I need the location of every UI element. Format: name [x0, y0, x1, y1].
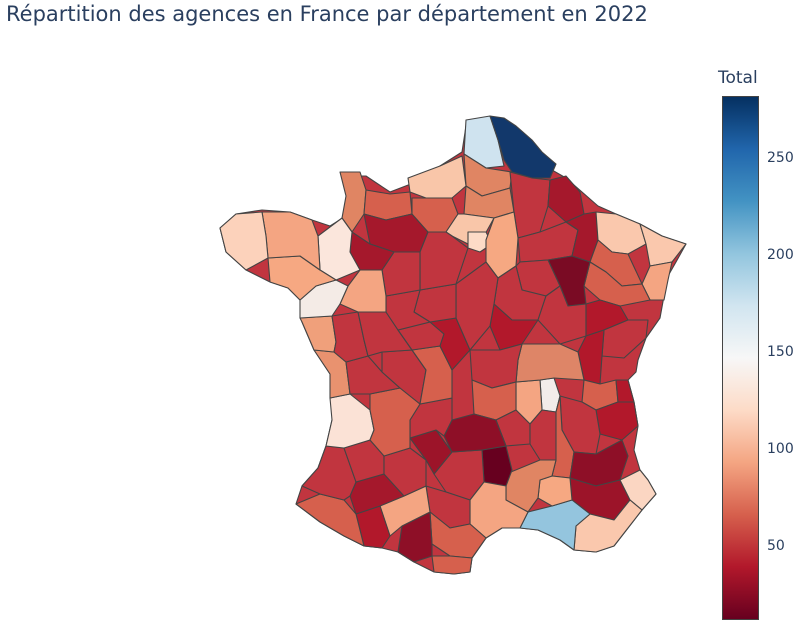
region-pyrenees-orientales [431, 555, 473, 575]
region-haute-savoie [615, 379, 635, 403]
region-maine-et-loire [339, 269, 387, 313]
colorbar-tick-label: 100 [767, 441, 794, 458]
region-nord [489, 115, 557, 179]
region-aude [429, 511, 487, 559]
region-loiret [455, 261, 499, 351]
region-vosges [583, 261, 651, 307]
legend-title: Total [718, 68, 758, 88]
region-lozere [481, 445, 513, 487]
chart-title: Répartition des agences en France par dé… [6, 2, 648, 26]
region-manche [339, 171, 367, 233]
region-vaucluse [537, 475, 573, 507]
region-allier [469, 343, 523, 389]
region-vendee [299, 315, 337, 353]
colorbar [722, 96, 759, 620]
colorbar-tick-label: 250 [767, 150, 794, 167]
region-saone-et-loire [515, 343, 585, 383]
region-cantal [443, 413, 507, 453]
colorbar-tick-label: 200 [767, 247, 794, 264]
region-seine-maritime [407, 155, 467, 199]
region-finistere [219, 211, 269, 271]
colorbar-tick-label: 150 [767, 344, 794, 361]
colorbar-tick-label: 50 [767, 538, 785, 555]
